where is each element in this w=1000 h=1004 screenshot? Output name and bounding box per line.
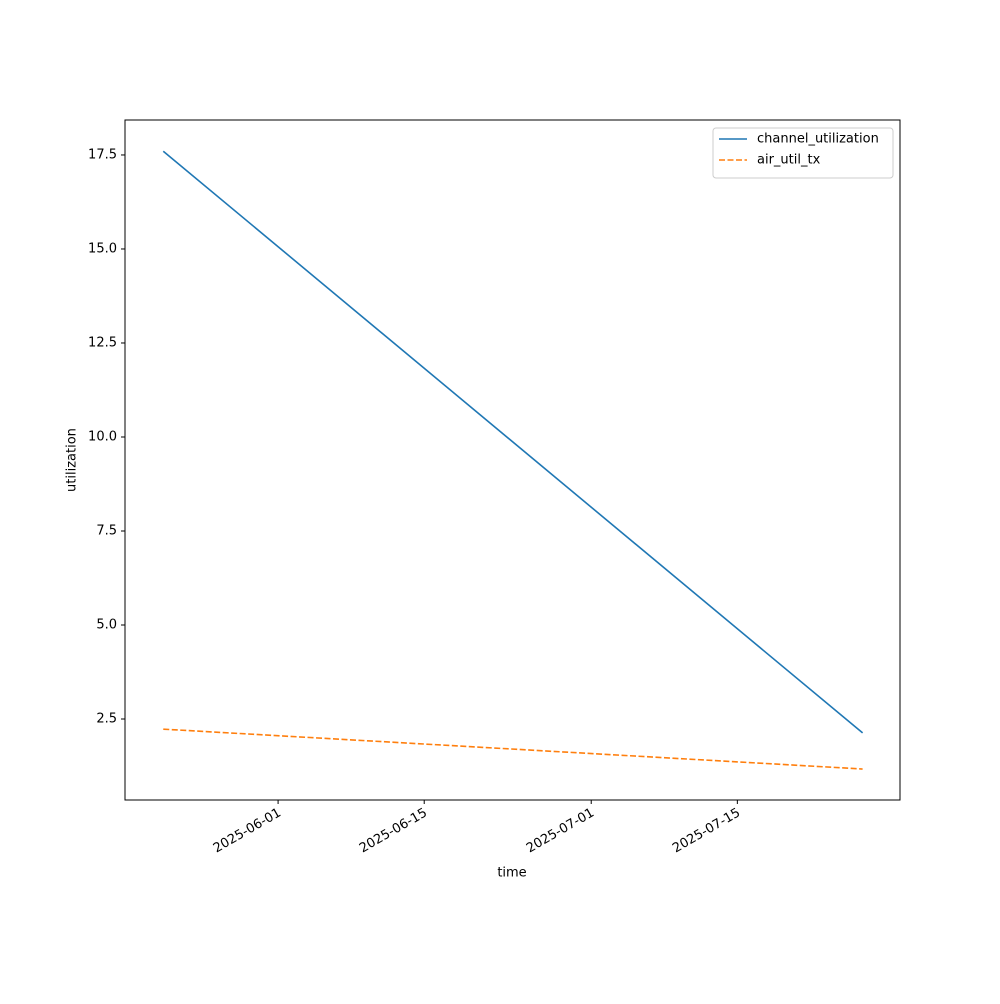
x-axis-label: time bbox=[497, 866, 526, 881]
legend-label: air_util_tx bbox=[757, 153, 821, 168]
y-tick-label: 2.5 bbox=[96, 712, 117, 727]
legend-box bbox=[712, 127, 894, 179]
y-tick-label: 15.0 bbox=[88, 241, 117, 256]
plot-frame bbox=[124, 119, 901, 801]
y-tick-label: 17.5 bbox=[88, 147, 117, 162]
series-line bbox=[162, 150, 864, 734]
y-tick-label: 5.0 bbox=[96, 617, 117, 632]
series-line bbox=[163, 728, 863, 770]
y-tick-label: 12.5 bbox=[88, 335, 117, 350]
legend-label: channel_utilization bbox=[757, 132, 879, 147]
y-axis-label: utilization bbox=[65, 428, 80, 492]
y-tick-label: 10.0 bbox=[88, 429, 117, 444]
y-tick-label: 7.5 bbox=[96, 523, 117, 538]
